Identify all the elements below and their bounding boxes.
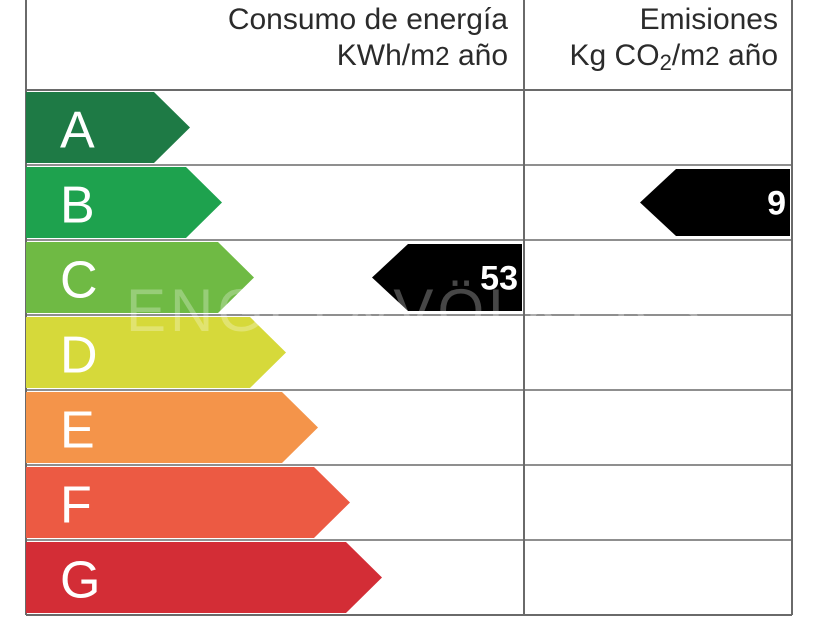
indicators: 53 9 [372,169,790,311]
rating-bar-a: A [26,92,190,163]
rating-letter: B [60,177,95,235]
energy-indicator: 53 [372,244,522,311]
rating-letter: A [60,102,95,160]
emissions-indicator-value: 9 [767,185,786,223]
rating-letter: C [60,252,98,310]
energy-unit-exponent: 2 [435,41,450,71]
rating-bar-shape [26,392,318,463]
rating-bar-g: G [26,542,382,613]
energy-unit: KWh/m2 año [150,38,508,74]
rating-letter: G [60,552,100,610]
rating-bar-shape [26,242,254,313]
rating-letter: F [60,477,92,535]
emissions-unit-subscript: 2 [659,50,672,75]
emissions-indicator-arrow [640,169,790,236]
rating-bar-shape [26,317,286,388]
emissions-title: Emisiones [639,3,778,36]
emissions-unit: Kg CO2/m2 año [528,38,778,81]
rating-letter: E [60,402,95,460]
rating-bar-f: F [26,467,350,538]
energy-indicator-arrow [372,244,522,311]
rating-bar-shape [26,92,190,163]
energy-indicator-value: 53 [480,260,518,298]
rating-bar-e: E [26,392,318,463]
energy-header: Consumo de energía KWh/m2 año [150,2,508,74]
rating-letter: D [60,327,98,385]
emissions-header: Emisiones Kg CO2/m2 año [528,2,778,81]
emissions-indicator: 9 [640,169,790,236]
rating-bar-b: B [26,167,222,238]
rating-bar-shape [26,167,222,238]
rating-bar-shape [26,542,382,613]
emissions-unit-area: /m [671,39,706,72]
rating-bar-d: D [26,317,286,388]
emissions-unit-exponent: 2 [705,41,720,71]
energy-unit-year: año [449,39,508,72]
emissions-unit-base: Kg CO [569,39,660,72]
rating-bar-shape [26,467,350,538]
energy-unit-base: KWh/m [336,39,436,72]
rating-bar-c: C [26,242,254,313]
energy-title: Consumo de energía [227,3,508,36]
emissions-unit-year: año [719,39,778,72]
